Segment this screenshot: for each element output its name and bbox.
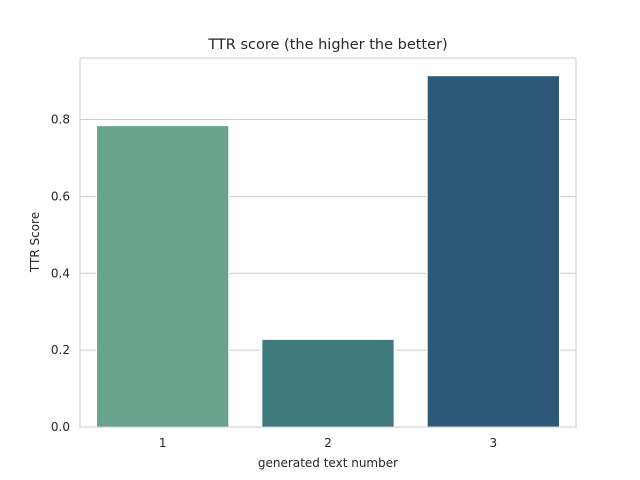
plot-frame: [79, 57, 577, 428]
x-tick-label: 2: [324, 436, 332, 450]
x-tick-label: 3: [490, 436, 498, 450]
x-tick-label: 1: [159, 436, 167, 450]
y-tick-labels: 0.0 0.2 0.4 0.6 0.8: [51, 113, 70, 435]
y-tick-label: 0.0: [51, 420, 70, 434]
y-axis-title: TTR Score: [28, 212, 42, 273]
x-axis-title: generated text number: [258, 456, 398, 470]
bar-2: [261, 338, 395, 428]
y-tick-label: 0.8: [51, 113, 70, 127]
bar-3: [426, 75, 560, 428]
x-tick-labels: 1 2 3: [159, 436, 497, 450]
chart-title: TTR score (the higher the better): [207, 37, 447, 53]
y-tick-label: 0.4: [51, 266, 70, 280]
bar-1: [96, 125, 230, 428]
bars: [96, 75, 560, 428]
y-tick-label: 0.6: [51, 189, 70, 203]
y-tick-label: 0.2: [51, 343, 70, 357]
